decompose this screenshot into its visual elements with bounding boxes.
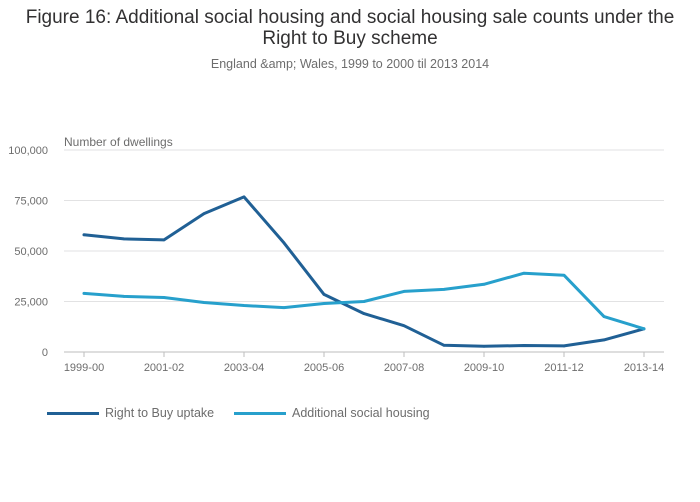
data-point (282, 306, 286, 309)
data-point (202, 212, 206, 215)
x-tick-label: 2005-06 (304, 362, 344, 374)
legend-label: Right to Buy uptake (105, 406, 215, 420)
data-point (362, 312, 366, 315)
data-point (602, 315, 606, 318)
x-tick-label: 1999-00 (64, 362, 104, 374)
x-tick-label: 2013-14 (624, 362, 664, 374)
data-point (282, 241, 286, 245)
data-point (162, 238, 166, 242)
y-tick-label: 100,000 (8, 145, 48, 157)
data-point (322, 293, 326, 296)
data-point (442, 288, 446, 291)
data-point (122, 237, 126, 241)
x-tick-label: 2009-10 (464, 362, 504, 374)
data-point (242, 195, 246, 199)
data-point (322, 302, 326, 305)
data-point (202, 301, 206, 304)
data-point (482, 345, 486, 348)
data-point (82, 233, 86, 237)
x-tick-label: 2003-04 (224, 362, 264, 374)
data-point (562, 273, 566, 277)
data-point (482, 283, 486, 286)
legend-item[interactable]: Right to Buy uptake (47, 406, 214, 420)
legend-item[interactable]: Additional social housing (234, 406, 430, 420)
data-point (162, 296, 166, 299)
y-tick-label: 25,000 (14, 297, 48, 309)
data-point (402, 324, 406, 328)
data-point (242, 304, 246, 307)
data-point (522, 344, 526, 347)
data-point (642, 327, 646, 331)
data-point (362, 300, 366, 303)
y-tick-label: 50,000 (14, 246, 48, 258)
data-point (442, 344, 446, 347)
legend-swatch (47, 411, 99, 415)
y-axis-label: Number of dwellings (64, 135, 173, 149)
data-point (562, 344, 566, 348)
chart-title: Figure 16: Additional social housing and… (25, 7, 675, 49)
data-point (402, 290, 406, 293)
chart-subtitle: England &amp; Wales, 1999 to 2000 til 20… (210, 57, 490, 71)
data-point (522, 271, 526, 275)
data-point (82, 292, 86, 295)
y-tick-label: 75,000 (14, 196, 48, 208)
x-tick-label: 2011-12 (544, 362, 584, 374)
series-line-1 (82, 195, 646, 348)
data-point (602, 338, 606, 342)
x-tick-label: 2001-02 (144, 362, 184, 374)
data-point (122, 295, 126, 298)
legend-label: Additional social housing (292, 406, 430, 420)
x-tick-label: 2007-08 (384, 362, 424, 374)
legend-swatch (234, 411, 286, 415)
y-tick-label: 0 (42, 347, 48, 359)
